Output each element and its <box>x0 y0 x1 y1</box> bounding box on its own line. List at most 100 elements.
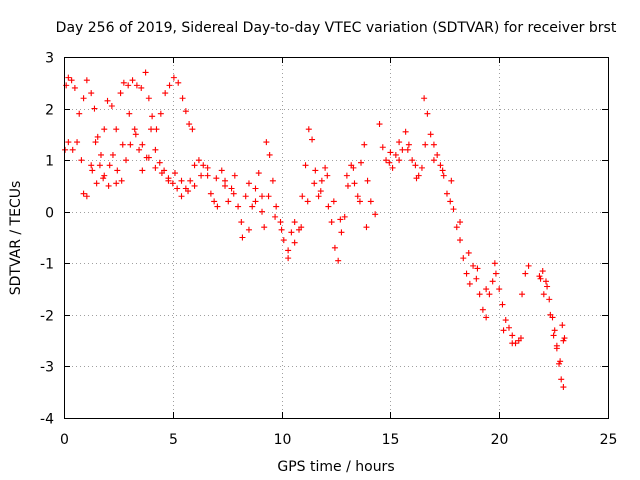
data-point-marker <box>460 255 467 262</box>
data-point-marker <box>335 257 342 264</box>
x-tick-label: 10 <box>274 432 292 448</box>
data-point-marker <box>448 177 455 184</box>
data-point-marker <box>120 79 127 86</box>
chart-title: Day 256 of 2019, Sidereal Day-to-day VTE… <box>56 20 617 36</box>
data-point-marker <box>106 162 113 169</box>
data-point-marker <box>259 208 266 215</box>
data-point-marker <box>145 154 152 161</box>
data-point-marker <box>539 268 546 275</box>
data-point-marker <box>383 157 390 164</box>
data-point-marker <box>133 82 140 89</box>
data-point-marker <box>537 275 544 282</box>
data-point-marker <box>328 219 335 226</box>
data-point-marker <box>249 203 256 210</box>
data-point-marker <box>288 229 295 236</box>
series-trace-b <box>62 95 532 347</box>
data-point-marker <box>466 280 473 287</box>
data-point-marker <box>278 226 285 233</box>
data-point-marker <box>505 324 512 331</box>
data-point-marker <box>457 219 464 226</box>
x-tick-labels: 0 5 10 15 20 25 <box>60 432 617 448</box>
data-point-marker <box>138 84 145 91</box>
data-point-marker <box>379 144 386 151</box>
x-tick-label: 5 <box>169 432 178 448</box>
data-point-marker <box>418 164 425 171</box>
data-point-marker <box>238 219 245 226</box>
data-point-marker <box>152 146 159 153</box>
data-point-marker <box>424 110 431 117</box>
data-point-marker <box>132 131 139 138</box>
data-point-marker <box>169 180 176 187</box>
data-point-marker <box>149 113 156 120</box>
data-point-marker <box>113 180 120 187</box>
data-point-marker <box>500 327 507 334</box>
data-point-marker <box>536 273 543 280</box>
data-point-marker <box>261 224 268 231</box>
data-point-marker <box>399 146 406 153</box>
data-point-marker <box>492 270 499 277</box>
data-point-marker <box>148 126 155 133</box>
data-point-marker <box>171 170 178 177</box>
data-point-marker <box>361 141 368 148</box>
data-point-marker <box>126 110 133 117</box>
data-point-marker <box>131 126 138 133</box>
data-point-marker <box>165 177 172 184</box>
data-point-marker <box>113 126 120 133</box>
y-tick-label: 2 <box>45 103 54 119</box>
data-point-marker <box>318 177 325 184</box>
data-point-marker <box>195 157 202 164</box>
data-point-marker <box>71 84 78 91</box>
data-point-marker <box>272 213 279 220</box>
data-point-marker <box>242 193 249 200</box>
data-point-marker <box>372 211 379 218</box>
x-tick-label: 20 <box>491 432 509 448</box>
data-point-marker <box>392 151 399 158</box>
data-point-marker <box>483 314 490 321</box>
data-point-marker <box>125 82 132 89</box>
data-point-marker <box>430 157 437 164</box>
data-point-marker <box>315 193 322 200</box>
data-point-marker <box>556 360 563 367</box>
data-point-marker <box>94 133 101 140</box>
data-point-marker <box>104 97 111 104</box>
data-point-marker <box>83 77 90 84</box>
data-point-marker <box>153 126 160 133</box>
data-point-marker <box>298 224 305 231</box>
data-point-marker <box>68 77 75 84</box>
data-point-marker <box>89 167 96 174</box>
data-point-marker <box>476 291 483 298</box>
data-point-marker <box>453 224 460 231</box>
data-point-marker <box>317 188 324 195</box>
x-axis-label: GPS time / hours <box>277 459 394 475</box>
data-point-marker <box>363 224 370 231</box>
data-point-marker <box>263 139 270 146</box>
data-point-marker <box>305 126 312 133</box>
data-point-marker <box>108 102 115 109</box>
data-point-marker <box>517 335 524 342</box>
data-point-marker <box>422 141 429 148</box>
data-point-marker <box>558 376 565 383</box>
data-point-marker <box>139 141 146 148</box>
data-point-marker <box>269 177 276 184</box>
data-point-marker <box>489 278 496 285</box>
axis-ticks <box>64 57 609 419</box>
data-point-marker <box>178 177 185 184</box>
data-point-marker <box>311 180 318 187</box>
data-point-marker <box>280 237 287 244</box>
data-point-marker <box>152 164 159 171</box>
data-point-marker <box>309 136 316 143</box>
data-point-marker <box>322 164 329 171</box>
data-point-marker <box>358 159 365 166</box>
data-point-marker <box>354 193 361 200</box>
data-point-marker <box>312 167 319 174</box>
data-point-marker <box>502 317 509 324</box>
data-point-marker <box>93 180 100 187</box>
data-point-marker <box>105 182 112 189</box>
data-point-marker <box>228 185 235 192</box>
data-point-marker <box>387 149 394 156</box>
data-point-marker <box>80 190 87 197</box>
data-point-marker <box>437 162 444 169</box>
data-point-marker <box>291 239 298 246</box>
data-point-marker <box>83 193 90 200</box>
